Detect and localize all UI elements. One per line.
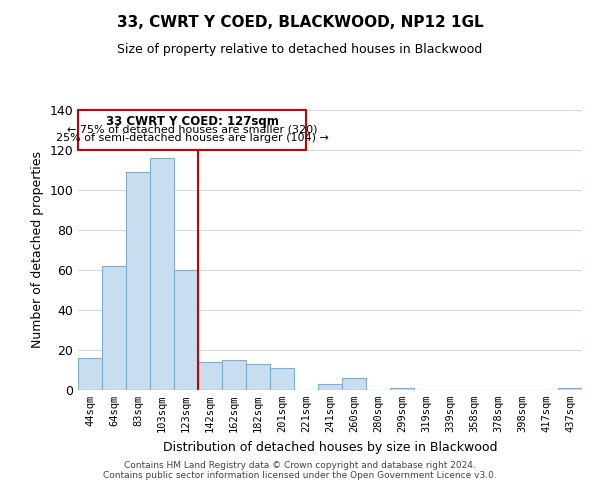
X-axis label: Distribution of detached houses by size in Blackwood: Distribution of detached houses by size … [163,440,497,454]
Bar [270,368,294,390]
Text: 25% of semi-detached houses are larger (104) →: 25% of semi-detached houses are larger (… [56,133,328,143]
Bar [174,270,198,390]
Bar [78,358,102,390]
Text: Contains HM Land Registry data © Crown copyright and database right 2024.
Contai: Contains HM Land Registry data © Crown c… [103,460,497,480]
Text: Size of property relative to detached houses in Blackwood: Size of property relative to detached ho… [118,42,482,56]
Text: 33 CWRT Y COED: 127sqm: 33 CWRT Y COED: 127sqm [106,115,278,128]
Text: ← 75% of detached houses are smaller (320): ← 75% of detached houses are smaller (32… [67,124,317,134]
Bar [102,266,126,390]
Bar [198,362,222,390]
Bar [246,364,270,390]
Bar [558,388,582,390]
Bar [150,158,174,390]
Bar [126,172,150,390]
Text: 33, CWRT Y COED, BLACKWOOD, NP12 1GL: 33, CWRT Y COED, BLACKWOOD, NP12 1GL [116,15,484,30]
Bar [318,384,342,390]
Bar [390,388,414,390]
Bar [222,360,246,390]
Bar [78,110,306,150]
Bar [342,378,366,390]
Y-axis label: Number of detached properties: Number of detached properties [31,152,44,348]
